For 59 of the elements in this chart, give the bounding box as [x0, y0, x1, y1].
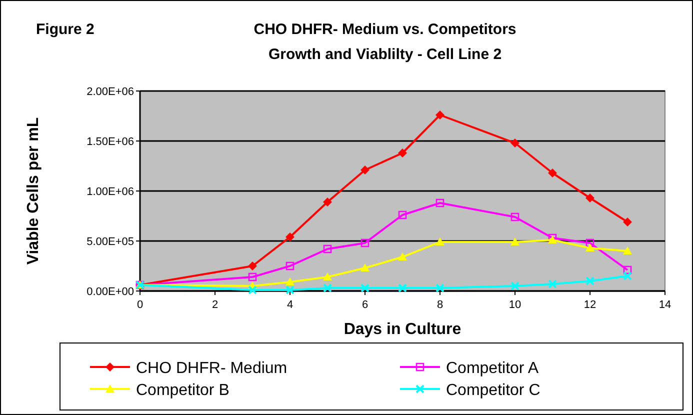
point: [510, 212, 520, 222]
point: [510, 282, 520, 290]
point: [248, 272, 257, 282]
x-axis-title: Days in Culture: [344, 321, 462, 338]
point: [360, 238, 370, 248]
point: [286, 262, 294, 270]
point: [548, 168, 557, 178]
legend-label: Competitor A: [446, 360, 539, 377]
point: [248, 262, 257, 270]
chart-subtitle: Growth and Viablilty - Cell Line 2: [268, 46, 502, 63]
x-tick-label: 6: [362, 299, 368, 311]
y-tick-label: 1.00E+06: [86, 186, 134, 198]
point: [360, 166, 370, 174]
point: [398, 148, 407, 158]
point: [623, 246, 632, 254]
y-tick-label: 5.00E+05: [86, 236, 134, 248]
x-tick-label: 12: [584, 299, 596, 311]
point: [586, 244, 594, 252]
x-tick-label: 0: [136, 299, 144, 311]
point: [586, 194, 594, 202]
point: [398, 210, 407, 220]
point: [436, 238, 444, 246]
point: [548, 280, 557, 288]
point: [323, 244, 332, 254]
point: [436, 284, 444, 292]
legend-label: Competitor C: [446, 382, 540, 399]
y-tick-label: 0.00E+00: [86, 286, 134, 298]
point: [510, 138, 520, 148]
legend-label: Competitor B: [136, 382, 230, 399]
x-tick-label: 2: [212, 299, 218, 311]
point: [248, 286, 257, 294]
point: [360, 284, 370, 292]
point: [510, 238, 520, 246]
caption: Figure 2: [36, 21, 94, 38]
point: [398, 252, 407, 260]
point: [586, 276, 594, 286]
point: [623, 266, 632, 274]
legend-label: CHO DHFR- Medium: [136, 360, 288, 377]
point: [323, 198, 332, 206]
point: [436, 198, 444, 208]
y-axis-title: Viable Cells per mL: [25, 117, 42, 265]
chart-title: CHO DHFR- Medium vs. Competitors: [254, 21, 516, 38]
point: [360, 264, 370, 272]
point: [286, 286, 294, 294]
point: [623, 272, 632, 280]
y-tick-label: 1.50E+06: [86, 136, 134, 148]
x-tick-label: 8: [436, 299, 444, 311]
point: [398, 284, 407, 292]
x-tick-label: 4: [286, 299, 294, 311]
x-tick-label: 14: [658, 299, 672, 311]
x-tick-label: 10: [508, 299, 522, 311]
point: [586, 238, 594, 248]
point: [623, 218, 632, 226]
point: [286, 232, 294, 242]
point: [323, 284, 332, 292]
y-tick-label: 2.00E+06: [86, 86, 134, 98]
point: [286, 278, 294, 286]
point: [436, 110, 444, 120]
point: [323, 272, 332, 280]
